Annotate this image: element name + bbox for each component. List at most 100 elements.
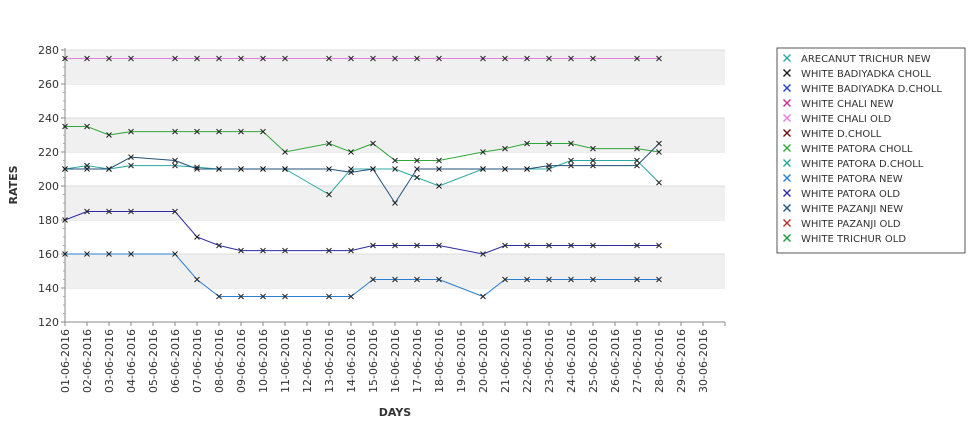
data-point-marker — [172, 162, 178, 169]
data-point-marker — [326, 140, 332, 147]
x-tick-label: 30-06-2016 — [697, 329, 710, 393]
data-point-marker — [348, 169, 354, 176]
x-axis: 01-06-2016 02-06-2016 03-06-2016 04-06-2016… — [59, 321, 726, 393]
data-point-marker — [106, 166, 112, 172]
x-tick-label: 23-06-2016 — [543, 329, 556, 393]
data-point-marker — [502, 145, 508, 152]
data-point-marker — [656, 242, 662, 249]
data-point-marker — [194, 234, 200, 240]
data-point-marker — [502, 166, 508, 172]
x-tick-label: 05-06-2016 — [147, 329, 160, 393]
data-point-marker — [128, 251, 134, 257]
data-point-marker — [392, 242, 398, 249]
data-point-marker — [260, 128, 266, 135]
data-point-marker — [370, 55, 376, 62]
data-point-marker — [524, 276, 530, 283]
grid-band — [65, 118, 725, 152]
data-point-marker — [172, 208, 178, 215]
legend-marker — [783, 219, 791, 227]
x-tick-label: 24-06-2016 — [565, 329, 578, 393]
legend-label: ARECANUT TRICHUR NEW — [801, 54, 931, 65]
data-point-marker — [326, 247, 332, 254]
data-point-marker — [238, 293, 244, 300]
data-point-marker — [546, 140, 552, 147]
data-point-marker — [656, 179, 662, 186]
legend-label: WHITE BADIYADKA CHOLL — [801, 69, 932, 80]
legend-label: WHITE TRICHUR OLD — [801, 234, 906, 245]
legend-label: WHITE D.CHOLL — [801, 129, 882, 140]
grid-band — [65, 254, 725, 288]
data-point-marker — [216, 166, 222, 172]
data-point-marker — [634, 145, 640, 152]
data-point-marker — [414, 55, 420, 62]
data-point-marker — [392, 200, 398, 206]
data-point-marker — [238, 247, 244, 254]
data-point-marker — [436, 166, 442, 172]
grid-band — [65, 50, 725, 84]
data-point-marker — [634, 162, 640, 169]
data-point-marker — [524, 166, 530, 172]
x-tick-label: 08-06-2016 — [213, 329, 226, 393]
data-point-marker — [480, 293, 486, 300]
x-tick-label: 02-06-2016 — [81, 329, 94, 393]
legend-label: WHITE CHALI NEW — [801, 99, 894, 110]
data-point-marker — [524, 140, 530, 147]
data-point-marker — [546, 55, 552, 62]
data-point-marker — [282, 247, 288, 254]
data-point-marker — [392, 55, 398, 62]
data-point-marker — [436, 183, 442, 189]
data-point-marker — [326, 191, 332, 198]
data-point-marker — [502, 55, 508, 62]
data-point-marker — [128, 55, 134, 62]
x-tick-label: 12-06-2016 — [301, 329, 314, 393]
data-point-marker — [348, 293, 354, 300]
x-tick-label: 20-06-2016 — [477, 329, 490, 393]
data-point-marker — [590, 276, 596, 283]
data-point-marker — [546, 242, 552, 249]
data-point-marker — [370, 166, 376, 172]
data-point-marker — [414, 242, 420, 249]
y-tick-label: 180 — [38, 214, 59, 227]
data-point-marker — [656, 149, 662, 155]
data-point-marker — [106, 208, 112, 215]
data-point-marker — [392, 157, 398, 164]
data-point-marker — [128, 154, 134, 160]
legend-marker — [783, 54, 791, 62]
data-point-marker — [238, 166, 244, 172]
data-point-marker — [480, 166, 486, 172]
data-point-marker — [590, 157, 596, 164]
y-tick-label: 160 — [38, 248, 59, 261]
data-point-marker — [392, 276, 398, 283]
x-tick-label: 13-06-2016 — [323, 329, 336, 393]
data-point-marker — [282, 166, 288, 172]
y-tick-label: 120 — [38, 316, 59, 329]
data-point-marker — [84, 166, 90, 172]
data-point-marker — [348, 247, 354, 254]
legend-marker — [783, 189, 791, 197]
data-point-marker — [436, 276, 442, 283]
data-point-marker — [480, 149, 486, 155]
data-point-marker — [216, 293, 222, 300]
legend-label: WHITE PATORA D.CHOLL — [801, 159, 924, 170]
data-point-marker — [194, 128, 200, 135]
data-point-marker — [370, 140, 376, 147]
data-point-marker — [216, 55, 222, 62]
data-point-marker — [194, 164, 200, 171]
data-point-marker — [590, 145, 596, 152]
data-point-marker — [590, 55, 596, 62]
data-point-marker — [414, 174, 420, 181]
data-point-marker — [282, 293, 288, 300]
data-point-marker — [546, 162, 552, 169]
legend-marker — [783, 129, 791, 137]
data-point-marker — [260, 293, 266, 300]
series-line — [65, 253, 659, 298]
data-point-marker — [568, 162, 574, 169]
data-point-marker — [524, 242, 530, 249]
x-tick-label: 21-06-2016 — [499, 329, 512, 393]
legend-marker — [783, 84, 791, 92]
data-point-marker — [84, 123, 90, 130]
data-point-marker — [568, 276, 574, 283]
data-point-marker — [326, 55, 332, 62]
data-point-marker — [656, 140, 662, 147]
